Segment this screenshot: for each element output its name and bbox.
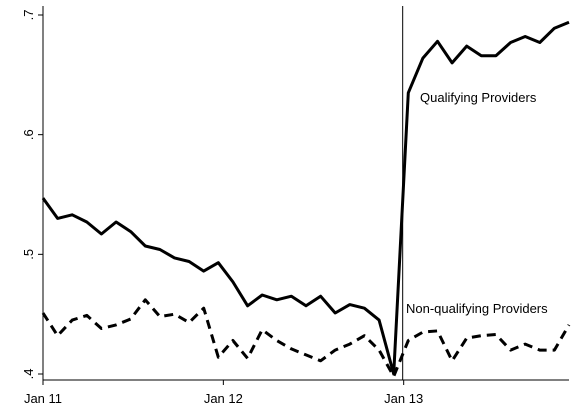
- series-annotations: Qualifying Providers Non-qualifying Prov…: [406, 90, 548, 316]
- series-line-qualifying: [41, 20, 570, 376]
- series-line-non-qualifying: [41, 298, 571, 378]
- chart-axes: .4 .5 .6 .7 Jan 11 Jan 12 Jan 13: [21, 6, 569, 406]
- series-label-qualifying: Qualifying Providers: [420, 90, 537, 105]
- y-tick-label: .6: [21, 129, 36, 140]
- y-tick-label: .7: [21, 10, 36, 21]
- x-tick-label: Jan 11: [24, 391, 62, 406]
- x-tick-label: Jan 12: [204, 391, 243, 406]
- chart-marks: [41, 6, 571, 380]
- y-tick-label: .4: [21, 369, 36, 380]
- y-tick-label: .5: [21, 249, 36, 260]
- x-tick-label: Jan 13: [384, 391, 423, 406]
- series-label-non-qualifying: Non-qualifying Providers: [406, 301, 548, 316]
